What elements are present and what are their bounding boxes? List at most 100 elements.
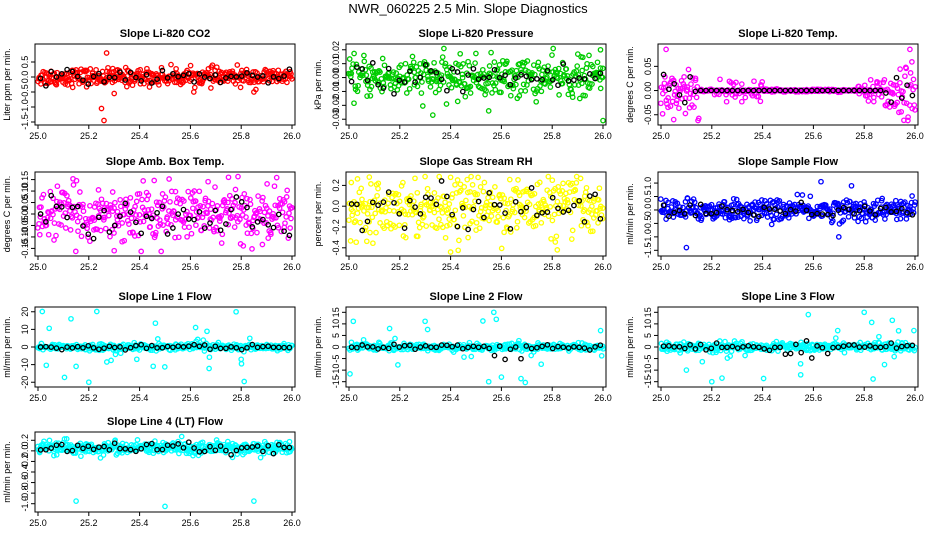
data-point bbox=[674, 200, 681, 207]
data-point bbox=[101, 207, 107, 214]
data-point bbox=[437, 82, 444, 89]
x-tick-label: 25.8 bbox=[855, 131, 873, 141]
data-point bbox=[228, 206, 234, 213]
data-point bbox=[776, 197, 783, 204]
data-point bbox=[90, 235, 97, 242]
data-point bbox=[507, 92, 514, 99]
data-point bbox=[454, 69, 461, 75]
data-point bbox=[270, 224, 277, 231]
data-point bbox=[73, 177, 80, 184]
data-point bbox=[876, 80, 883, 87]
data-point bbox=[452, 207, 459, 214]
panel-10: Slope Line 4 (LT) Flow ml/min per min. 25.… bbox=[2, 416, 301, 528]
data-point bbox=[851, 87, 857, 94]
data-point bbox=[735, 214, 741, 220]
data-point bbox=[152, 229, 159, 236]
data-point bbox=[74, 218, 81, 225]
data-point bbox=[191, 216, 197, 223]
data-point bbox=[856, 87, 863, 94]
data-point bbox=[579, 67, 586, 74]
data-point bbox=[877, 87, 884, 94]
data-point bbox=[524, 186, 530, 193]
x-tick-label: 26.0 bbox=[906, 262, 924, 272]
data-point bbox=[269, 213, 276, 220]
data-point bbox=[289, 204, 295, 211]
data-point bbox=[870, 98, 877, 105]
data-point bbox=[147, 224, 154, 230]
data-point bbox=[658, 100, 664, 107]
data-point bbox=[510, 85, 517, 92]
y-tick-label: -0.02 bbox=[331, 95, 341, 116]
data-point bbox=[417, 74, 424, 81]
data-point bbox=[538, 219, 545, 226]
data-point bbox=[401, 225, 408, 231]
x-tick-label: 25.6 bbox=[493, 262, 511, 272]
data-point bbox=[268, 231, 274, 238]
data-point bbox=[481, 214, 487, 221]
x-tick-label: 25.4 bbox=[131, 518, 149, 528]
data-point bbox=[111, 205, 117, 212]
data-point bbox=[223, 75, 229, 81]
data-point bbox=[122, 77, 129, 83]
data-point bbox=[681, 74, 687, 80]
data-point bbox=[703, 87, 709, 94]
data-point bbox=[209, 200, 216, 207]
data-point bbox=[444, 193, 450, 200]
data-point bbox=[586, 71, 593, 77]
x-tick-label: 25.0 bbox=[29, 131, 47, 141]
data-point bbox=[193, 222, 199, 229]
data-point bbox=[166, 176, 172, 182]
data-point bbox=[553, 233, 560, 240]
data-point bbox=[495, 207, 501, 214]
data-point bbox=[217, 227, 224, 234]
data-point bbox=[383, 204, 389, 211]
data-point bbox=[724, 87, 730, 94]
y-tick-label: -0.03 bbox=[331, 109, 341, 130]
data-points bbox=[657, 178, 918, 251]
data-points bbox=[34, 173, 295, 255]
data-point bbox=[234, 62, 241, 68]
data-point bbox=[117, 69, 123, 76]
data-point bbox=[579, 80, 585, 87]
data-point bbox=[518, 355, 524, 362]
data-point bbox=[348, 179, 355, 186]
data-point bbox=[835, 87, 842, 94]
data-point bbox=[204, 328, 210, 335]
data-point bbox=[50, 211, 56, 218]
data-point bbox=[53, 232, 59, 239]
x-tick-label: 26.0 bbox=[906, 393, 924, 403]
data-point bbox=[436, 173, 443, 180]
data-point bbox=[534, 212, 540, 219]
data-point bbox=[156, 199, 163, 206]
data-point bbox=[359, 196, 365, 203]
data-point bbox=[248, 230, 255, 237]
data-point bbox=[513, 81, 519, 88]
data-point bbox=[368, 83, 375, 90]
data-point bbox=[478, 205, 485, 211]
data-point bbox=[798, 87, 805, 94]
data-point bbox=[80, 223, 86, 229]
data-point bbox=[444, 87, 450, 94]
panel-title: Slope Li-820 CO2 bbox=[120, 28, 210, 40]
data-point bbox=[171, 208, 177, 215]
data-point bbox=[369, 214, 376, 221]
data-point bbox=[750, 87, 757, 94]
y-tick-label: -10 bbox=[20, 358, 30, 371]
data-point bbox=[218, 213, 225, 219]
x-tick-label: 25.4 bbox=[754, 131, 772, 141]
data-point bbox=[164, 75, 171, 81]
data-point bbox=[473, 50, 479, 57]
data-point bbox=[206, 354, 213, 361]
data-point bbox=[490, 309, 497, 316]
data-point bbox=[443, 101, 450, 107]
data-point bbox=[212, 207, 219, 214]
data-point bbox=[740, 87, 746, 94]
x-tick-label: 25.2 bbox=[703, 262, 721, 272]
data-point bbox=[285, 235, 292, 241]
data-point bbox=[420, 211, 427, 217]
data-point bbox=[895, 91, 902, 98]
data-point bbox=[867, 87, 873, 94]
data-point bbox=[254, 219, 261, 225]
data-point bbox=[905, 117, 911, 124]
data-point bbox=[354, 201, 360, 208]
